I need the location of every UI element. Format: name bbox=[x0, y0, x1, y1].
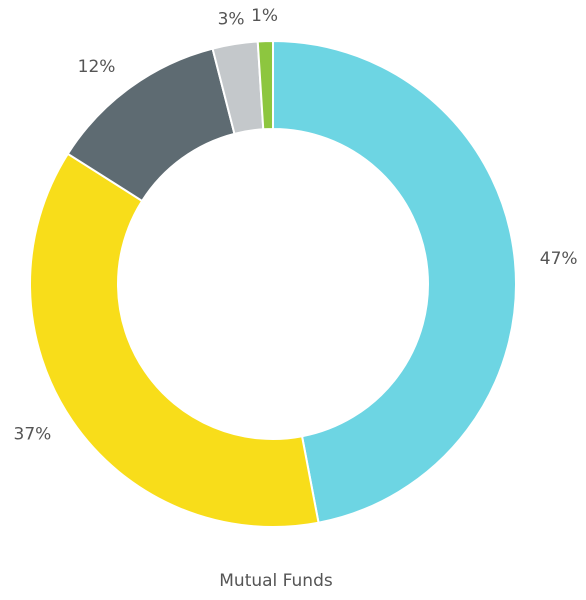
data-label: 1% bbox=[251, 6, 278, 26]
slice bbox=[272, 39, 517, 524]
data-label: 37% bbox=[14, 425, 52, 445]
slice bbox=[256, 39, 274, 131]
data-label: 47% bbox=[540, 249, 578, 269]
data-label: 12% bbox=[78, 57, 116, 77]
chart-title: Mutual Funds bbox=[219, 571, 333, 591]
slice bbox=[29, 152, 320, 528]
data-label: 3% bbox=[218, 9, 245, 29]
